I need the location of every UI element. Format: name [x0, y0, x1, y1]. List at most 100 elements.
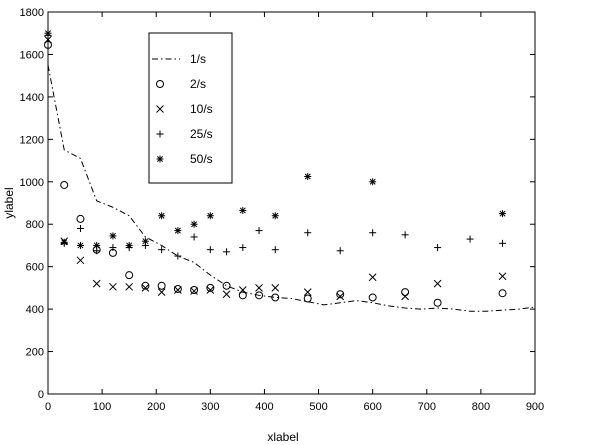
marker-stroke	[272, 212, 279, 219]
marker-stroke	[142, 238, 149, 245]
legend-item: 25/s	[156, 127, 213, 141]
marker-stroke	[207, 212, 214, 219]
data-point-plus	[466, 235, 474, 243]
data-point-x	[498, 272, 507, 281]
data-point-plus	[223, 248, 231, 256]
data-point-x	[238, 286, 247, 294]
data-point-circle	[238, 291, 247, 300]
data-point-circle	[336, 290, 345, 299]
legend-item: 2/s	[156, 77, 206, 91]
marker-stroke	[93, 242, 100, 249]
y-axis-title: ylabel	[2, 187, 16, 218]
series-1-s	[47, 64, 536, 312]
legend: 1/s 2/s 10/s 25/s 50/s	[148, 32, 233, 184]
y-axis: 0 200 400 600 800 1000 1200 1400 1600 1800	[20, 7, 535, 401]
marker-stroke	[238, 286, 247, 294]
data-point-asterisk	[156, 155, 164, 163]
legend-label: 2/s	[190, 77, 206, 91]
data-point-asterisk	[304, 172, 312, 180]
legend-item: 10/s	[156, 102, 213, 116]
data-point-circle	[157, 281, 166, 290]
data-point-circle	[433, 298, 442, 307]
data-point-x	[44, 35, 52, 44]
marker-stroke	[126, 242, 133, 249]
marker-stroke	[433, 279, 442, 288]
legend-label: 10/s	[190, 102, 213, 116]
series-line	[47, 64, 536, 312]
y-tick-label: 1600	[20, 49, 44, 61]
data-point-x	[92, 279, 101, 288]
data-point-plus	[156, 130, 164, 138]
marker-stroke	[125, 282, 134, 291]
marker-stroke	[303, 288, 312, 296]
data-point-asterisk	[141, 237, 149, 245]
data-point-circle	[60, 180, 69, 189]
data-point-plus	[336, 247, 344, 255]
data-point-plus	[158, 246, 166, 254]
marker-stroke	[76, 256, 85, 265]
data-point-x	[303, 288, 312, 296]
data-point-plus	[174, 252, 182, 260]
data-point-asterisk	[174, 227, 182, 235]
data-point-plus	[206, 246, 214, 254]
plot-area	[47, 11, 536, 395]
x-tick-label: 300	[201, 401, 219, 413]
data-point-circle	[173, 284, 182, 293]
data-point-asterisk	[93, 241, 101, 249]
data-point-circle	[206, 283, 215, 292]
data-point-asterisk	[239, 206, 247, 214]
marker-stroke	[369, 178, 376, 185]
legend-item: 50/s	[156, 152, 213, 166]
data-point-asterisk	[109, 232, 117, 240]
data-point-asterisk	[190, 220, 198, 228]
data-point-plus	[271, 246, 279, 254]
marker-stroke	[222, 290, 231, 299]
marker-stroke	[157, 288, 166, 296]
data-point-circle	[190, 286, 199, 295]
marker-stroke	[174, 286, 182, 294]
data-point-plus	[401, 231, 409, 239]
data-point-circle	[401, 288, 410, 297]
marker-stroke	[157, 156, 163, 162]
data-point-circle	[368, 293, 377, 302]
marker-stroke	[304, 173, 311, 180]
data-point-plus	[239, 244, 247, 252]
data-point-circle	[44, 40, 52, 49]
series-layer	[44, 29, 536, 312]
marker-stroke	[499, 210, 506, 217]
x-tick-label: 200	[147, 401, 165, 413]
data-point-x	[157, 288, 166, 296]
marker-stroke	[44, 35, 52, 44]
data-point-plus	[255, 227, 263, 235]
marker-stroke	[191, 221, 198, 228]
y-tick-label: 400	[26, 304, 44, 316]
data-point-asterisk	[158, 212, 166, 220]
marker-stroke	[61, 239, 68, 246]
data-point-x	[271, 284, 280, 292]
y-tick-label: 800	[26, 219, 44, 231]
marker-stroke	[45, 30, 51, 37]
data-point-plus	[190, 233, 198, 241]
series-10-s	[44, 35, 507, 301]
data-point-circle	[76, 214, 85, 223]
data-point-x	[401, 292, 409, 301]
marker-stroke	[109, 282, 117, 291]
marker-stroke	[77, 242, 84, 249]
data-point-x	[174, 286, 182, 294]
data-point-asterisk	[206, 212, 214, 220]
marker-stroke	[498, 272, 507, 281]
x-tick-label: 500	[309, 401, 327, 413]
data-point-x	[255, 284, 263, 292]
data-point-x	[222, 290, 231, 299]
data-point-x	[125, 282, 134, 291]
data-point-asterisk	[44, 29, 52, 37]
marker-stroke	[255, 284, 263, 292]
y-tick-label: 600	[26, 262, 44, 274]
marker-stroke	[401, 292, 409, 301]
legend-label: 25/s	[190, 127, 213, 141]
marker-stroke	[190, 287, 198, 295]
data-point-x	[433, 279, 442, 288]
data-point-circle	[222, 281, 231, 290]
data-point-circle	[156, 80, 164, 88]
data-point-x	[336, 292, 345, 301]
